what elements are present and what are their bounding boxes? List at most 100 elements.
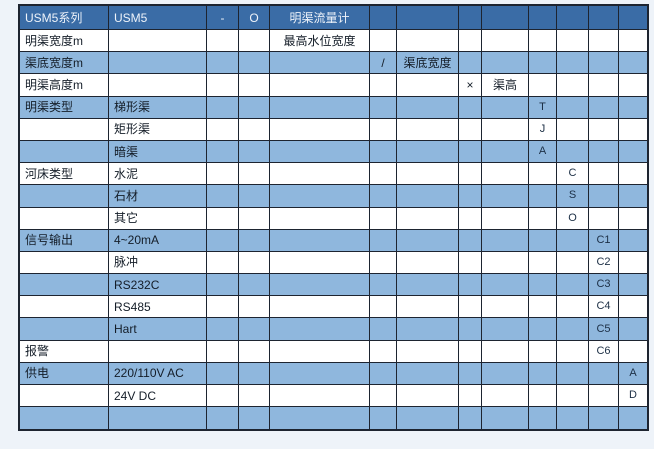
table-cell: 脉冲 — [109, 251, 207, 275]
table-cell-empty — [529, 52, 557, 75]
table-cell-empty — [397, 96, 459, 119]
table-cell-empty — [109, 407, 207, 430]
table-cell-empty — [397, 74, 459, 97]
table-cell-empty — [482, 52, 529, 75]
table-cell-empty — [239, 229, 270, 252]
table-cell-empty — [397, 163, 459, 186]
table-cell-empty — [482, 251, 529, 275]
table-cell: 水泥 — [109, 163, 207, 186]
table-cell-empty — [459, 163, 482, 186]
table-cell-empty — [20, 318, 109, 341]
table-cell-empty — [529, 163, 557, 186]
table-cell-empty — [109, 74, 207, 97]
table-cell-empty — [619, 163, 647, 186]
table-cell-empty — [207, 296, 239, 319]
table-cell: 矩形渠 — [109, 118, 207, 141]
header-cell-empty — [529, 6, 557, 30]
table-cell-empty — [529, 74, 557, 97]
table-cell: A — [619, 362, 647, 385]
table-cell-empty — [370, 296, 397, 319]
table-cell-empty — [459, 96, 482, 119]
table-cell-empty — [619, 96, 647, 119]
table-cell: RS485 — [109, 296, 207, 319]
table-cell-empty — [397, 118, 459, 141]
table-cell-empty — [109, 30, 207, 53]
table-cell-empty — [482, 362, 529, 385]
table-cell-empty — [619, 207, 647, 230]
table-cell-empty — [397, 140, 459, 164]
table-cell: 明渠高度m — [20, 74, 109, 97]
table-cell-empty — [619, 30, 647, 53]
table-cell-empty — [270, 52, 370, 75]
table-cell-empty — [459, 207, 482, 230]
table-cell-empty — [619, 140, 647, 164]
table-cell-empty — [529, 362, 557, 385]
table-cell-empty — [529, 385, 557, 408]
table-cell: 明渠宽度m — [20, 30, 109, 53]
table-cell-empty — [20, 118, 109, 141]
table-cell-empty — [589, 207, 619, 230]
table-cell-empty — [557, 385, 589, 408]
table-cell: × — [459, 74, 482, 97]
header-cell-empty — [482, 6, 529, 30]
table-cell: 渠底宽度 — [397, 52, 459, 75]
table-cell-empty — [589, 52, 619, 75]
table-cell-empty — [589, 163, 619, 186]
table-cell-empty — [270, 140, 370, 164]
table-cell-empty — [459, 251, 482, 275]
table-cell: 石材 — [109, 185, 207, 208]
table-cell-empty — [20, 140, 109, 164]
table-cell-empty — [270, 296, 370, 319]
table-cell-empty — [619, 318, 647, 341]
table-cell-empty — [589, 140, 619, 164]
table-cell-empty — [397, 407, 459, 430]
table-cell-empty — [482, 118, 529, 141]
table-cell-empty — [20, 207, 109, 230]
table-cell-empty — [239, 385, 270, 408]
table-cell-empty — [589, 30, 619, 53]
table-cell-empty — [482, 229, 529, 252]
table-cell-empty — [397, 274, 459, 297]
table-cell: 暗渠 — [109, 140, 207, 164]
table-cell-empty — [397, 30, 459, 53]
table-cell-empty — [529, 407, 557, 430]
table-cell-empty — [557, 140, 589, 164]
table-cell-empty — [239, 362, 270, 385]
table-cell-empty — [207, 163, 239, 186]
table-cell-empty — [619, 340, 647, 363]
table-cell-empty — [20, 274, 109, 297]
table-cell-empty — [370, 140, 397, 164]
table-cell-empty — [370, 118, 397, 141]
header-cell: O — [239, 6, 270, 30]
table-cell: 4~20mA — [109, 229, 207, 252]
table-cell-empty — [270, 229, 370, 252]
header-cell: 明渠流量计 — [270, 6, 370, 30]
table-cell-empty — [239, 140, 270, 164]
table-cell-empty — [109, 52, 207, 75]
table-cell-empty — [270, 407, 370, 430]
table-cell: 明渠类型 — [20, 96, 109, 119]
table-cell: S — [557, 185, 589, 208]
table-cell-empty — [619, 74, 647, 97]
table-cell-empty — [557, 74, 589, 97]
table-cell-empty — [557, 30, 589, 53]
table-cell: 河床类型 — [20, 163, 109, 186]
header-cell-empty — [397, 6, 459, 30]
table-cell-empty — [207, 185, 239, 208]
table-cell-empty — [207, 340, 239, 363]
table-cell-empty — [370, 74, 397, 97]
table-cell-empty — [207, 30, 239, 53]
table-cell-empty — [557, 407, 589, 430]
table-cell-empty — [589, 362, 619, 385]
table-cell-empty — [529, 185, 557, 208]
table-cell-empty — [619, 52, 647, 75]
table-cell-empty — [239, 96, 270, 119]
table-cell-empty — [397, 385, 459, 408]
table-cell: RS232C — [109, 274, 207, 297]
table-cell-empty — [619, 118, 647, 141]
product-selection-table: USM5系列 USM5- O 明渠流量计 明渠宽度m 最高水位宽度 渠底宽度m / 渠底宽度 明渠… — [18, 4, 649, 432]
table-cell-empty — [459, 407, 482, 430]
table-cell-empty — [459, 118, 482, 141]
table-cell-empty — [619, 229, 647, 252]
table-cell-empty — [207, 229, 239, 252]
